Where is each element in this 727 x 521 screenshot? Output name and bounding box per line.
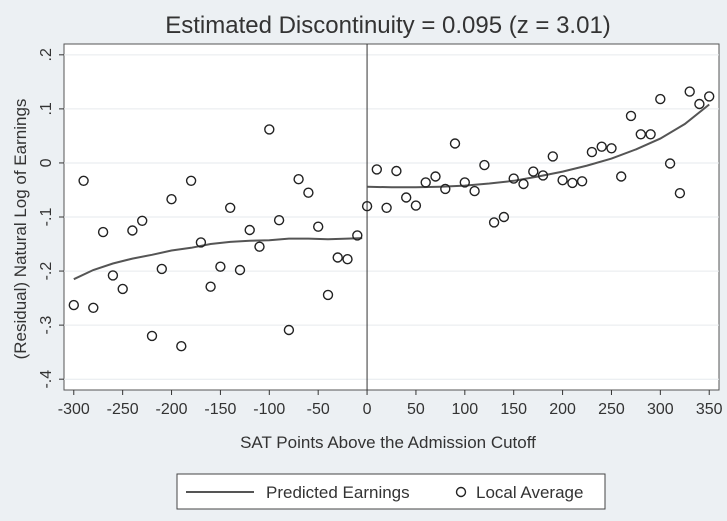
x-tick-label: 300 (647, 401, 674, 418)
data-point (185, 175, 197, 187)
data-point (635, 129, 646, 140)
data-point (97, 226, 109, 238)
data-point (136, 215, 148, 227)
data-point (664, 158, 676, 169)
data-point (117, 283, 128, 295)
x-axis-label: SAT Points Above the Admission Cutoff (240, 433, 536, 452)
data-point (498, 211, 510, 223)
data-point (557, 174, 568, 186)
y-tick-label: -.1 (38, 208, 55, 227)
data-point (313, 221, 324, 232)
data-point (694, 98, 705, 110)
data-point (508, 173, 519, 184)
data-point (547, 151, 558, 162)
x-tick-label: 150 (500, 401, 527, 418)
predicted-line-segment-left (73, 237, 363, 281)
y-tick-label: .1 (38, 102, 55, 115)
data-point (293, 173, 304, 185)
data-point (195, 237, 207, 248)
chart-title: Estimated Discontinuity = 0.095 (z = 3.0… (165, 12, 611, 39)
axes: .2 .1 0 -.1 -.2 -.3 -.4-300 -250 -200 -150 -100 -50… (38, 44, 723, 418)
x-tick-label: 50 (407, 401, 425, 418)
data-point (518, 178, 529, 190)
data-point (234, 264, 246, 276)
data-point (322, 289, 334, 301)
data-point (625, 110, 637, 122)
data-point (107, 270, 119, 281)
data-point (704, 91, 715, 102)
y-tick-label: -.2 (38, 262, 55, 281)
data-point (352, 230, 363, 241)
data-point (576, 176, 588, 187)
data-point (303, 187, 314, 198)
data-point (430, 171, 441, 182)
data-point (361, 200, 373, 212)
data-point (78, 175, 89, 187)
x-tick-label: 250 (598, 401, 625, 418)
data-point (342, 254, 353, 265)
data-point (528, 166, 539, 177)
data-point (391, 165, 402, 177)
x-tick-label: 0 (363, 401, 372, 418)
data-point (586, 146, 598, 158)
data-point (88, 302, 99, 313)
data-point (606, 143, 617, 154)
data-point (156, 263, 168, 275)
x-tick-label: 200 (549, 401, 576, 418)
data-point (684, 86, 695, 97)
data-point (469, 185, 480, 197)
data-point (410, 200, 422, 211)
data-point (146, 330, 158, 342)
data-point (166, 193, 177, 205)
data-point (567, 177, 578, 189)
data-point (273, 214, 285, 226)
data-point (283, 324, 295, 336)
x-tick-label: -100 (253, 401, 285, 418)
data-point (264, 124, 275, 135)
data-point (224, 202, 236, 214)
data-point (215, 261, 226, 272)
data-point (537, 170, 549, 181)
data-point (68, 299, 80, 311)
grid-lines (64, 54, 719, 380)
data-point (596, 141, 607, 152)
data-point (254, 241, 265, 252)
local-average-points (68, 86, 715, 352)
data-point (488, 217, 500, 228)
data-point (205, 281, 216, 292)
x-tick-label: -200 (156, 401, 188, 418)
x-tick-label: 350 (696, 401, 723, 418)
data-point (371, 164, 382, 175)
data-point (127, 225, 138, 236)
data-point (244, 224, 255, 236)
x-tick-label: -50 (307, 401, 330, 418)
legend-label-local-average: Local Average (476, 483, 583, 502)
y-tick-label: -.3 (38, 316, 55, 335)
data-point (674, 187, 686, 199)
x-tick-label: -250 (107, 401, 139, 418)
x-tick-label: -300 (58, 401, 90, 418)
data-point (332, 252, 343, 263)
x-tick-label: 100 (451, 401, 478, 418)
legend-label-predicted: Predicted Earnings (266, 483, 410, 502)
x-tick-label: -150 (204, 401, 236, 418)
data-point (176, 341, 187, 352)
data-point (479, 159, 490, 171)
y-tick-label: -.4 (38, 370, 55, 389)
y-tick-label: .2 (38, 48, 55, 61)
y-tick-label: 0 (38, 158, 55, 167)
data-point (401, 192, 412, 203)
data-point (449, 138, 461, 149)
data-point (655, 93, 666, 105)
data-point (420, 177, 431, 188)
data-point (616, 171, 627, 182)
data-point (459, 177, 470, 188)
data-point (440, 183, 451, 195)
y-axis-label: (Residual) Natural Log of Earnings (11, 99, 30, 360)
legend-circle-swatch (455, 486, 467, 498)
data-point (645, 129, 656, 140)
data-point (381, 202, 392, 214)
legend: Predicted Earnings Local Average (176, 473, 606, 510)
